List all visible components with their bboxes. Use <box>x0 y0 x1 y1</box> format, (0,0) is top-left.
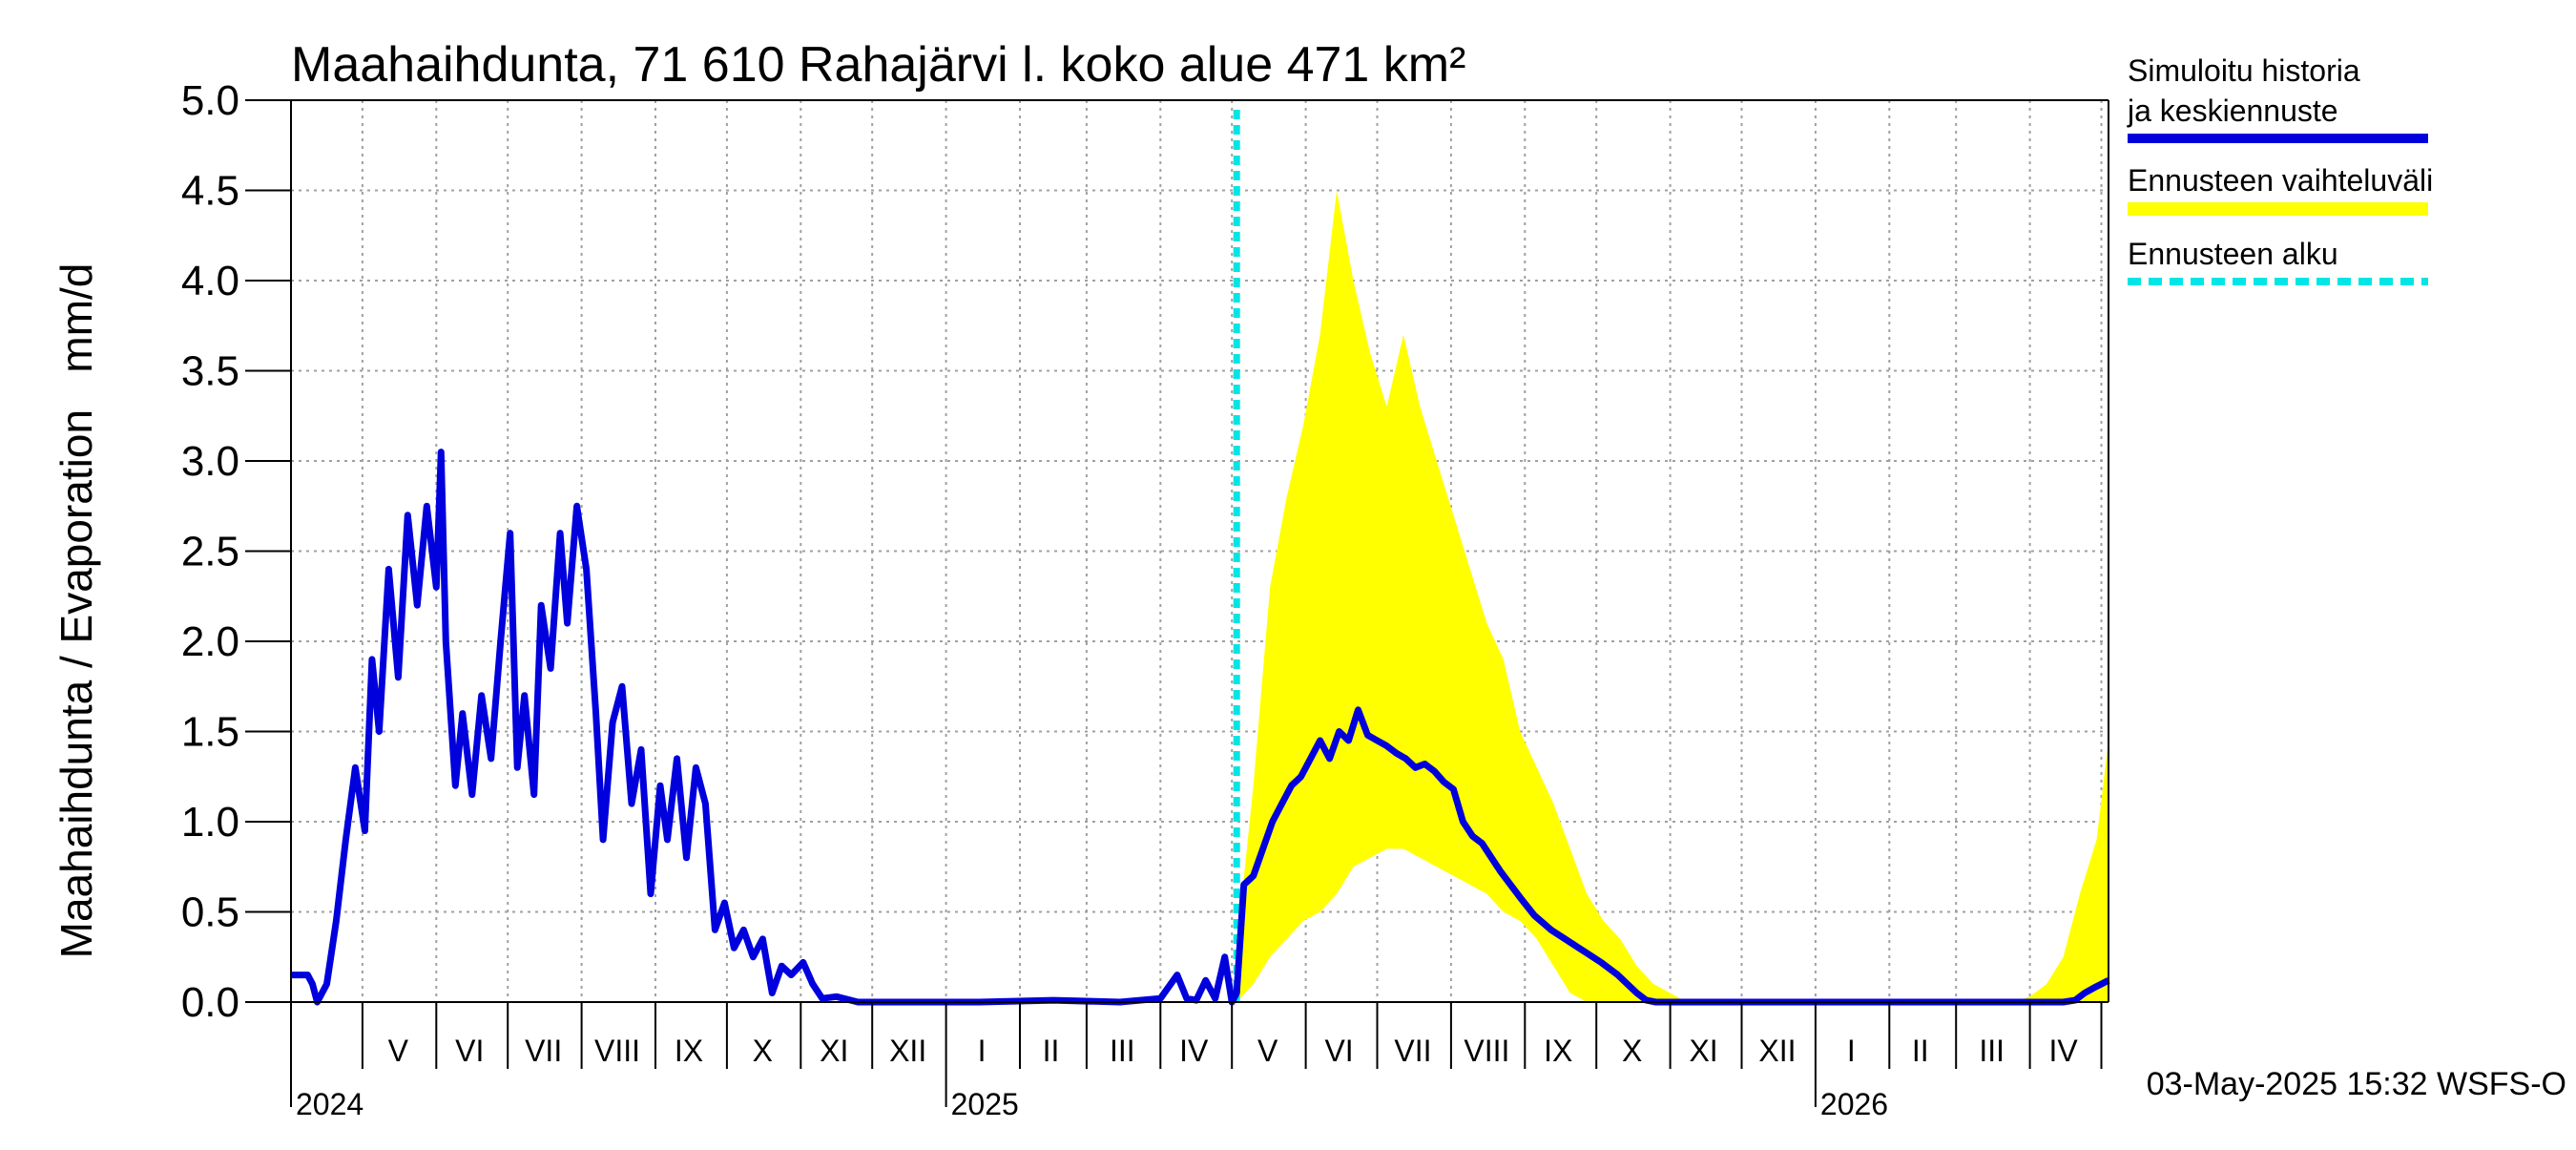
month-label: IV <box>2048 1034 2078 1068</box>
y-axis-label-group: Maahaihdunta / Evaporation mm/d <box>52 263 101 959</box>
y-tick-label: 3.0 <box>181 438 239 485</box>
month-label: VII <box>525 1034 562 1068</box>
month-label: III <box>1979 1034 2005 1068</box>
y-tick-label: 0.0 <box>181 979 239 1026</box>
month-label: VI <box>455 1034 484 1068</box>
legend-label-history: Simuloitu historia <box>2128 53 2360 88</box>
y-tick-label: 5.0 <box>181 77 239 124</box>
series-line <box>291 449 2110 1006</box>
y-axis-label: Maahaihdunta / Evaporation mm/d <box>52 263 101 959</box>
legend-label-forecast-start: Ennusteen alku <box>2128 237 2338 271</box>
month-label: XII <box>889 1034 926 1068</box>
month-label: I <box>1847 1034 1856 1068</box>
month-label: V <box>1257 1034 1278 1068</box>
y-tick-label: 2.5 <box>181 529 239 575</box>
y-tick-label: 1.0 <box>181 799 239 846</box>
year-label: 2025 <box>951 1087 1019 1121</box>
month-label: VIII <box>1464 1034 1509 1068</box>
legend-label-range: Ennusteen vaihteluväli <box>2128 163 2433 198</box>
month-label: XI <box>820 1034 848 1068</box>
month-label: IV <box>1179 1034 1209 1068</box>
month-label: VIII <box>594 1034 640 1068</box>
month-label: VII <box>1394 1034 1431 1068</box>
month-label: III <box>1110 1034 1135 1068</box>
y-tick-label: 4.5 <box>181 168 239 215</box>
year-label: 2026 <box>1820 1087 1888 1121</box>
chart-title: Maahaihdunta, 71 610 Rahajärvi l. koko a… <box>291 37 1465 93</box>
y-tick-label: 3.5 <box>181 348 239 395</box>
month-label: I <box>978 1034 987 1068</box>
legend-swatch-range <box>2128 202 2428 216</box>
legend-label-history: ja keskiennuste <box>2127 94 2338 128</box>
month-label: VI <box>1324 1034 1353 1068</box>
month-label: X <box>753 1034 773 1068</box>
y-tick-label: 2.0 <box>181 618 239 665</box>
month-label: II <box>1043 1034 1060 1068</box>
y-tick-label: 1.5 <box>181 709 239 756</box>
month-label: XI <box>1689 1034 1717 1068</box>
y-tick-label: 0.5 <box>181 889 239 936</box>
y-tick-label: 4.0 <box>181 258 239 304</box>
month-label: IX <box>675 1034 703 1068</box>
year-label: 2024 <box>296 1087 364 1121</box>
month-label: II <box>1912 1034 1929 1068</box>
footer-timestamp: 03-May-2025 15:32 WSFS-O <box>2147 1066 2566 1102</box>
month-label: XII <box>1758 1034 1796 1068</box>
month-label: X <box>1622 1034 1642 1068</box>
forecast-band <box>1236 190 2109 1002</box>
month-label: V <box>388 1034 409 1068</box>
month-label: IX <box>1544 1034 1572 1068</box>
